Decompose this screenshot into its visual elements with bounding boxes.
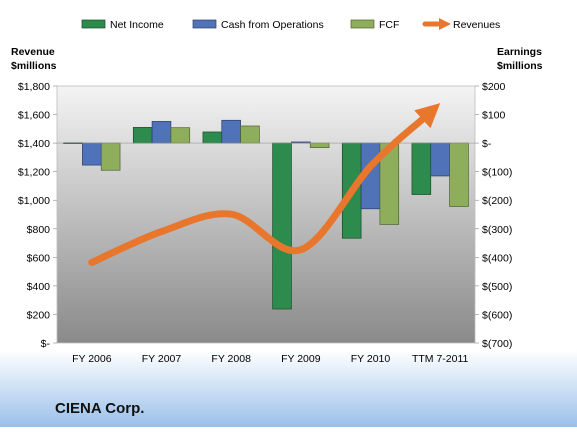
right-axis-tick-label: $(300) (482, 224, 512, 236)
x-axis-tick-label: TTM 7-2011 (412, 353, 469, 365)
bar-fcf (309, 142, 330, 149)
legend-label: Revenues (453, 19, 500, 31)
right-axis-tick-label: $(200) (482, 195, 512, 207)
left-axis-tick-label: $1,800 (18, 81, 50, 93)
plot-area (56, 85, 476, 344)
right-axis-tick-label: $- (482, 138, 492, 150)
left-axis-tick-label: $1,200 (18, 167, 50, 179)
left-axis-tick-label: $1,600 (18, 110, 50, 122)
revenues-line (88, 115, 426, 266)
bar-net-income (411, 142, 432, 195)
left-axis-ticks: $- $200 $400 $600 $800 $1,000 $1,200 $1,400 $1,6… (18, 81, 57, 350)
bar-cash-from-operations (430, 142, 450, 177)
bar-net-income (132, 127, 153, 144)
right-axis-tick-label: $(500) (482, 281, 512, 293)
left-axis-title-line1: Revenue (11, 46, 55, 58)
bar-fcf (240, 125, 260, 144)
bar-cash-from-operations (82, 142, 102, 166)
left-axis-tick-label: $400 (27, 281, 51, 293)
right-axis-ticks: $(700) $(600) $(500) $(400) $(300) $(200) $(10… (475, 81, 512, 350)
bars (63, 119, 469, 310)
right-axis-tick-label: $100 (482, 110, 506, 122)
left-axis-title: Revenue $millions (11, 46, 57, 72)
x-axis-tick-label: FY 2007 (142, 353, 182, 365)
revenues-arrowhead (414, 103, 441, 129)
legend: Net Income Cash from Operations FCF Revenue… (81, 18, 500, 31)
bar-net-income (202, 131, 223, 144)
x-axis-tick-label: FY 2008 (211, 353, 251, 365)
right-axis-title-line1: Earnings (497, 46, 542, 58)
bar-cash-from-operations (221, 119, 241, 144)
left-axis-tick-label: $200 (27, 309, 51, 321)
right-axis-tick-label: $(400) (482, 252, 512, 264)
bar-fcf (100, 142, 121, 171)
right-axis-tick-label: $(100) (482, 167, 512, 179)
x-axis-labels: FY 2006 FY 2007 FY 2008 FY 2009 FY 2010 TTM 7… (72, 353, 468, 365)
left-axis-tick-label: $1,000 (18, 195, 50, 207)
legend-label: FCF (379, 19, 399, 31)
left-axis-tick-label: $600 (27, 252, 51, 264)
right-axis-tick-label: $200 (482, 81, 506, 93)
left-axis-tick-label: $800 (27, 224, 51, 236)
legend-label: Net Income (110, 19, 164, 31)
bar-net-income (272, 142, 292, 310)
x-axis-tick-label: FY 2006 (72, 353, 112, 365)
right-axis-tick-label: $(600) (482, 309, 512, 321)
revenues-arrow (88, 103, 441, 266)
legend-swatch (81, 19, 106, 29)
legend-swatch (350, 19, 375, 29)
company-title: CIENA Corp. (55, 400, 144, 417)
bar-fcf (170, 127, 191, 144)
left-axis-tick-label: $1,400 (18, 138, 50, 150)
bar-cash-from-operations (151, 121, 172, 144)
right-axis-title: Earnings $millions (497, 46, 543, 72)
legend-swatch (192, 19, 217, 29)
legend-arrowhead (439, 18, 451, 30)
x-axis-tick-label: FY 2010 (351, 353, 391, 365)
bar-fcf (449, 142, 469, 207)
right-axis-title-line2: $millions (497, 60, 543, 72)
x-axis-tick-label: FY 2009 (281, 353, 321, 365)
left-axis-title-line2: $millions (11, 60, 57, 72)
right-axis-tick-label: $(700) (482, 338, 512, 350)
left-axis-tick-label: $- (41, 338, 51, 350)
legend-label: Cash from Operations (221, 19, 324, 31)
